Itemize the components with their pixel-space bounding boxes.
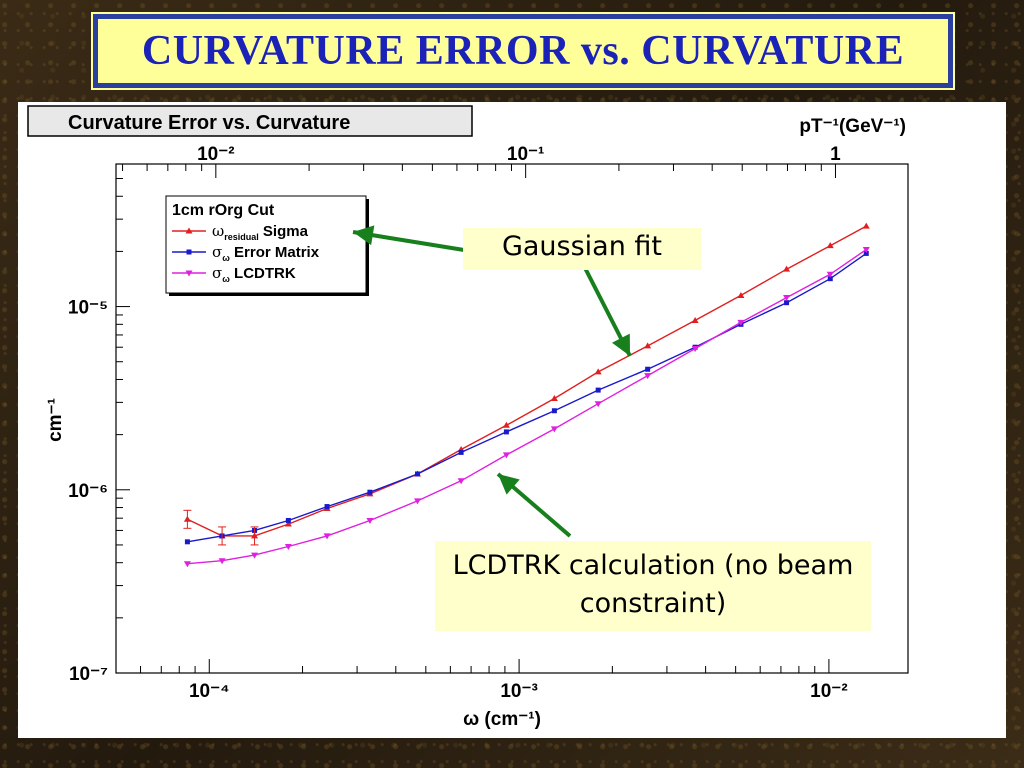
data-point	[503, 429, 509, 435]
data-point	[863, 250, 869, 256]
data-point	[827, 276, 833, 282]
data-point	[414, 471, 420, 477]
data-point	[644, 373, 652, 380]
x-tick-label: 10⁻²	[810, 681, 848, 702]
data-point	[550, 394, 558, 401]
x-axis-label: ω (cm⁻¹)	[463, 709, 541, 730]
data-point	[323, 533, 331, 540]
data-point	[645, 366, 651, 372]
data-point	[502, 452, 510, 459]
legend-header: 1cm rOrg Cut	[172, 202, 275, 219]
arrows-layer	[352, 225, 632, 538]
data-point	[458, 449, 464, 455]
data-point	[783, 295, 791, 302]
legend-entry-1: σω Error Matrix	[212, 243, 320, 263]
callout-lcdtrk: LCDTRK calculation (no beam constraint)	[435, 541, 871, 631]
data-point	[594, 401, 602, 408]
data-point	[784, 300, 790, 306]
y-tick-label: 10⁻⁷	[69, 664, 108, 685]
callout-gaussian-fit: Gaussian fit	[463, 228, 701, 270]
data-point	[502, 421, 510, 428]
data-point	[184, 539, 190, 545]
data-point	[366, 517, 374, 524]
chart-title-box: Curvature Error vs. Curvature	[27, 105, 473, 137]
y-tick-label: 10⁻⁶	[68, 481, 108, 502]
data-point	[367, 489, 373, 495]
arrow-to-red-curve	[581, 263, 632, 357]
top-axis-label: pT⁻¹(GeV⁻¹)	[799, 116, 906, 137]
data-point	[737, 291, 745, 298]
data-point	[284, 520, 292, 527]
arrow-head	[498, 474, 520, 495]
series-2	[183, 246, 870, 568]
legend-entry-0: ωresidual Sigma	[212, 222, 309, 242]
data-point	[826, 271, 834, 278]
data-point	[413, 498, 421, 505]
x-tick-label: 10⁻³	[500, 681, 538, 702]
callout-gaussian-text: Gaussian fit	[501, 231, 663, 262]
series-layer	[183, 222, 870, 568]
data-point	[737, 319, 745, 326]
top-tick-label: 10⁻¹	[507, 144, 545, 165]
plot-panel: 10⁻⁴ 10⁻³ 10⁻² 10⁻⁷ 10⁻⁶ 10⁻⁵ 10⁻² 10⁻¹ 1 ω (cm⁻¹…	[18, 102, 1006, 738]
data-point	[594, 368, 602, 375]
data-point	[862, 222, 870, 229]
data-point	[595, 387, 601, 393]
top-tick-label: 1	[830, 144, 841, 165]
top-tick-label: 10⁻²	[197, 144, 235, 165]
data-point	[457, 478, 465, 485]
arrow-to-legend	[352, 225, 465, 252]
legend-entry-2: σω LCDTRK	[212, 264, 296, 284]
chart-title-frame	[27, 105, 473, 137]
data-point	[551, 408, 557, 414]
arrow-head	[353, 225, 375, 246]
legend-frame	[165, 195, 367, 294]
arrow-head	[611, 333, 630, 356]
slide-title-text: CURVATURE ERROR vs. CURVATURE	[141, 28, 905, 74]
data-point	[285, 517, 291, 523]
chart-title: Curvature Error vs. Curvature	[68, 112, 350, 134]
chart-svg: 10⁻⁴ 10⁻³ 10⁻² 10⁻⁷ 10⁻⁶ 10⁻⁵ 10⁻² 10⁻¹ 1 ω (cm⁻¹…	[27, 105, 909, 730]
data-point	[324, 504, 330, 510]
callout-lcdtrk-text: LCDTRK calculation (no beam constraint)	[452, 550, 854, 619]
data-point	[783, 265, 791, 272]
data-point	[183, 561, 191, 568]
data-point	[550, 426, 558, 433]
data-point	[185, 270, 193, 277]
data-point	[691, 316, 699, 323]
slide-title: CURVATURE ERROR vs. CURVATURE	[91, 12, 955, 90]
x-tick-label: 10⁻⁴	[189, 681, 230, 702]
data-point	[218, 558, 226, 565]
data-point	[862, 246, 870, 253]
data-point	[691, 346, 699, 353]
data-point	[644, 342, 652, 349]
arrow-to-magenta-curve	[496, 472, 572, 538]
data-point	[826, 242, 834, 249]
y-axis-label: cm⁻¹	[45, 398, 66, 442]
data-point	[251, 552, 259, 559]
y-tick-label: 10⁻⁵	[68, 298, 108, 319]
data-point	[185, 227, 193, 234]
data-point	[284, 544, 292, 551]
data-point	[186, 249, 192, 255]
